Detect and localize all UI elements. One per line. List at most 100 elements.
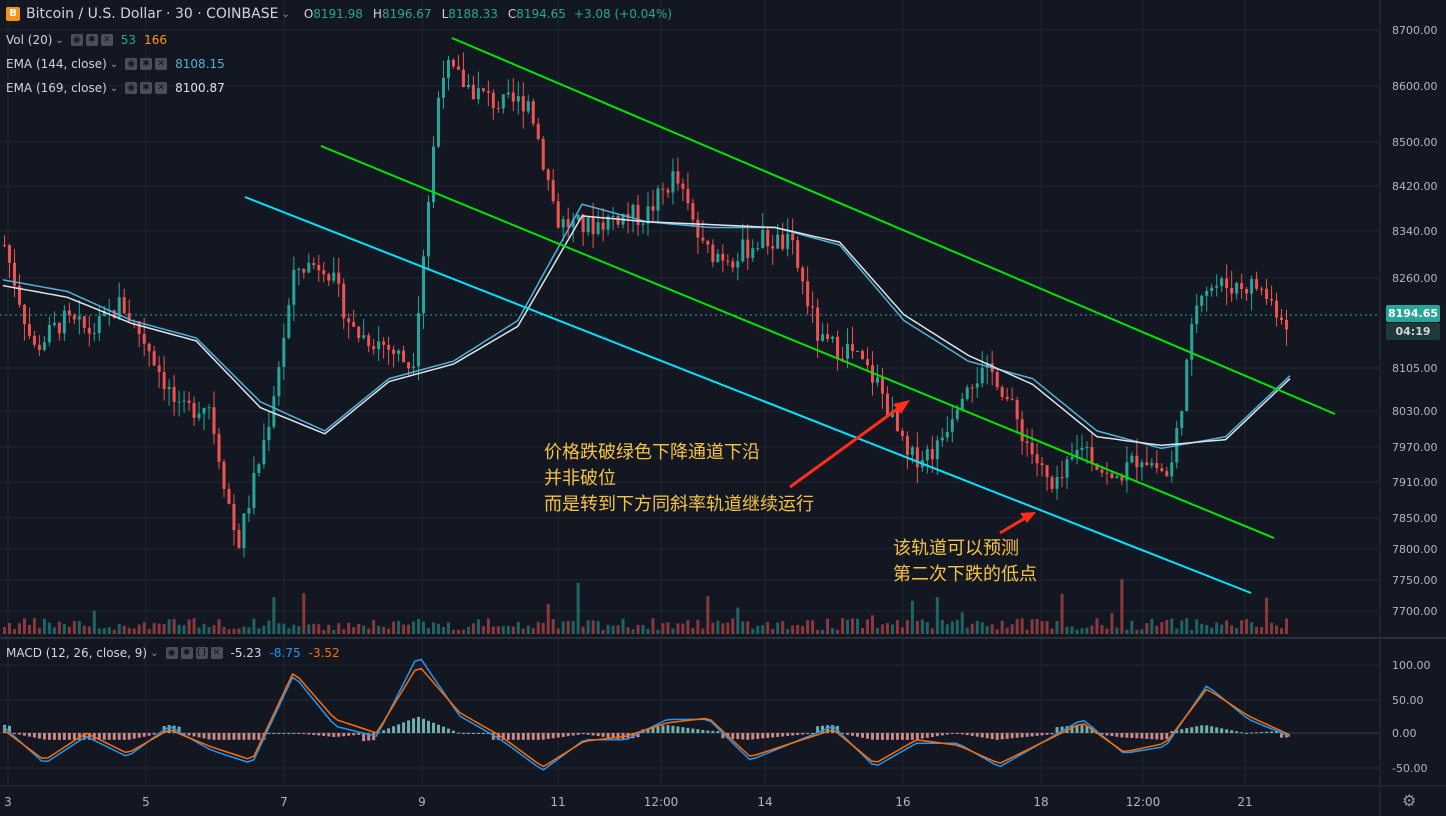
volume-bar <box>546 603 550 634</box>
candle-body <box>1130 455 1134 463</box>
macd-histogram-bar <box>427 720 431 733</box>
candle-body <box>496 107 500 109</box>
chevron-down-icon[interactable]: ⌄ <box>281 8 290 20</box>
upper-channel-line <box>451 37 1336 415</box>
macd-histogram-bar <box>571 733 575 736</box>
volume-bar <box>576 583 580 634</box>
candle-body <box>187 400 191 404</box>
macd-histogram-bar <box>257 733 261 740</box>
ema-lines <box>2 203 1291 450</box>
source-icon[interactable]: {} <box>195 647 208 659</box>
volume-bar <box>102 628 106 634</box>
eye-icon[interactable]: ◉ <box>125 82 138 94</box>
chevron-down-icon[interactable]: ⌄ <box>55 34 64 46</box>
macd-histogram-bar <box>1265 731 1269 733</box>
candle-body <box>62 310 66 334</box>
price-tick-label: 7700.00 <box>1392 605 1438 618</box>
gear-icon[interactable]: ✱ <box>85 34 98 46</box>
chevron-down-icon[interactable]: ⌄ <box>150 647 159 659</box>
candle-body <box>950 419 954 432</box>
volume-bar <box>7 622 11 634</box>
volume-bar <box>1190 629 1194 634</box>
candle-body <box>900 430 904 436</box>
volume-bar <box>1120 579 1124 634</box>
volume-bar <box>1015 618 1019 634</box>
time-tick-label: 12:00 <box>1126 795 1161 809</box>
ema169-line <box>2 215 1291 447</box>
candle-body <box>12 262 16 286</box>
candle-body <box>935 440 939 460</box>
volume-bar <box>237 628 241 634</box>
volume-bar <box>222 626 226 634</box>
volume-bar <box>212 625 216 634</box>
vol-legend[interactable]: Vol (20) ⌄ ◉ ✱ ✕ 53 166 <box>6 30 167 50</box>
volume-bar <box>1145 623 1149 634</box>
candle-body <box>202 407 206 414</box>
ema144-legend[interactable]: EMA (144, close) ⌄ ◉ ✱ ✕ 8108.15 <box>6 54 225 74</box>
close-icon[interactable]: ✕ <box>155 82 168 94</box>
eye-icon[interactable]: ◉ <box>125 58 138 70</box>
volume-bar <box>117 624 121 634</box>
volume-bar <box>751 628 755 634</box>
macd-histogram-bar <box>711 730 715 733</box>
macd-histogram-bar <box>322 733 326 736</box>
candle-body <box>451 59 455 67</box>
close-icon[interactable]: ✕ <box>155 58 168 70</box>
volume-bar <box>192 618 196 634</box>
candle-body <box>1005 396 1009 400</box>
volume-bar <box>167 619 171 634</box>
volume-bar <box>1055 621 1059 634</box>
macd-histogram-bar <box>1130 733 1134 738</box>
macd-histogram-bar <box>920 733 924 739</box>
candle-body <box>711 244 715 262</box>
macd-histogram-bar <box>242 733 246 740</box>
volume-bar <box>412 621 416 634</box>
macd-histogram-bar <box>247 733 251 740</box>
macd-histogram-bar <box>1065 726 1069 733</box>
candle-body <box>197 413 201 418</box>
candle-body <box>940 437 944 441</box>
candle-body <box>646 206 650 224</box>
close-label: C <box>507 7 517 21</box>
volume-bar <box>851 618 855 634</box>
volume-bar <box>940 620 944 634</box>
close-icon[interactable]: ✕ <box>100 34 113 46</box>
close-icon[interactable]: ✕ <box>210 647 223 659</box>
macd-histogram-bar <box>387 728 391 733</box>
candle-body <box>1030 442 1034 455</box>
macd-histogram-bar <box>177 726 181 733</box>
macd-histogram-bar <box>357 733 361 735</box>
gear-icon[interactable]: ✱ <box>180 647 193 659</box>
gear-icon[interactable]: ✱ <box>140 82 153 94</box>
symbol-interval[interactable]: 30 <box>174 6 193 22</box>
eye-icon[interactable]: ◉ <box>70 34 83 46</box>
volume-bar <box>1180 620 1184 634</box>
chevron-down-icon[interactable]: ⌄ <box>109 58 119 70</box>
macd-histogram-bar <box>606 733 610 738</box>
volume-bar <box>292 624 296 634</box>
volume-bar <box>1060 593 1064 634</box>
macd-histogram-bar <box>955 733 959 734</box>
candle-body <box>432 146 435 203</box>
macd-histogram-bar <box>77 733 81 740</box>
annotation-arrows <box>789 400 1036 535</box>
chevron-down-icon[interactable]: ⌄ <box>109 82 119 94</box>
gear-icon[interactable]: ✱ <box>140 58 153 70</box>
candle-body <box>566 219 570 228</box>
macd-legend[interactable]: MACD (12, 26, close, 9) ⌄ ◉ ✱{} ✕ -5.23 -8… <box>6 643 340 663</box>
symbol-legend[interactable]: B Bitcoin / U.S. Dollar · 30 · COINBASE … <box>6 4 672 24</box>
eye-icon[interactable]: ◉ <box>165 647 178 659</box>
volume-bar <box>387 628 391 634</box>
candle-body <box>1095 463 1099 470</box>
candle-body <box>237 530 241 549</box>
volume-bar <box>945 624 949 634</box>
candle-body <box>1240 282 1244 290</box>
candle-body <box>456 66 460 70</box>
settings-gear-icon[interactable]: ⚙ <box>1402 791 1417 810</box>
ema169-legend[interactable]: EMA (169, close) ⌄ ◉ ✱ ✕ 8100.87 <box>6 78 225 98</box>
volume-bar <box>781 621 785 634</box>
volume-bar <box>257 628 261 634</box>
macd-histogram-bar <box>741 733 745 740</box>
macd-histogram-bar <box>566 733 570 737</box>
